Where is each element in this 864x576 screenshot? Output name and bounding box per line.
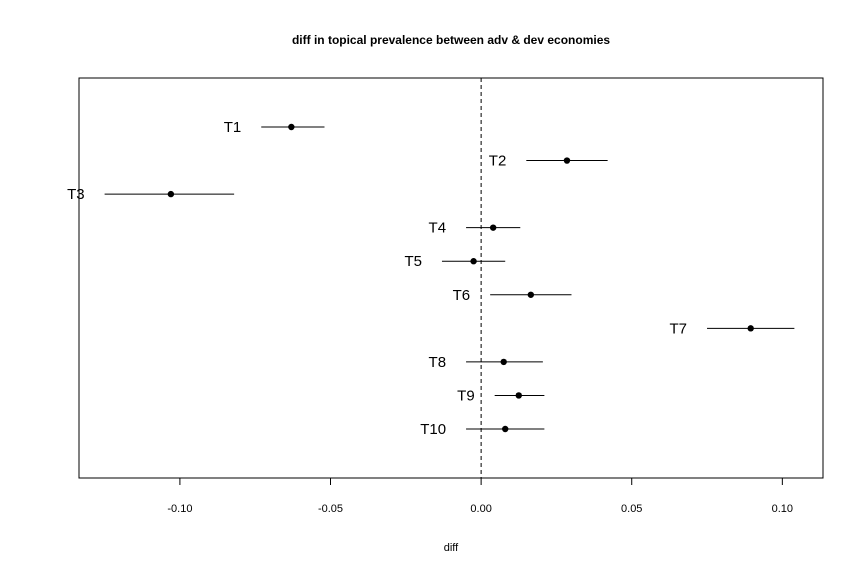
point-t10: [502, 425, 509, 433]
topic-label-t10: T10: [420, 421, 446, 438]
topic-label-t9: T9: [457, 387, 475, 404]
x-tick-label: -0.05: [318, 503, 343, 515]
topic-label-t8: T8: [429, 354, 447, 371]
topic-label-t7: T7: [670, 320, 688, 337]
point-t8: [500, 358, 507, 366]
x-axis: -0.10 -0.05 0.00 0.05 0.10: [167, 477, 793, 515]
x-tick-label: 0.00: [470, 503, 491, 515]
topic-label-t4: T4: [429, 220, 447, 237]
plot-area-frame: [78, 77, 824, 479]
plot-marks: T1 T2 T3 T4 T5 T6 T7 T8 T9 T10: [67, 78, 795, 478]
topic-label-t3: T3: [67, 186, 85, 203]
point-t6: [527, 291, 535, 298]
x-tick-label: 0.05: [621, 503, 642, 515]
topic-label-t2: T2: [489, 153, 507, 170]
topic-label-t5: T5: [404, 253, 422, 270]
point-t4: [489, 224, 497, 231]
topic-label-t6: T6: [453, 287, 471, 304]
x-tick-label: -0.10: [167, 503, 192, 515]
point-t3: [167, 190, 175, 198]
point-t9: [515, 392, 522, 399]
x-axis-label: diff: [444, 542, 459, 554]
chart-title: diff in topical prevalence between adv &…: [292, 33, 610, 47]
point-t2: [563, 157, 571, 164]
topic-label-t1: T1: [224, 119, 242, 136]
point-t1: [288, 123, 295, 131]
point-t7: [747, 325, 754, 332]
point-t5: [470, 258, 477, 265]
x-tick-label: 0.10: [772, 503, 793, 515]
